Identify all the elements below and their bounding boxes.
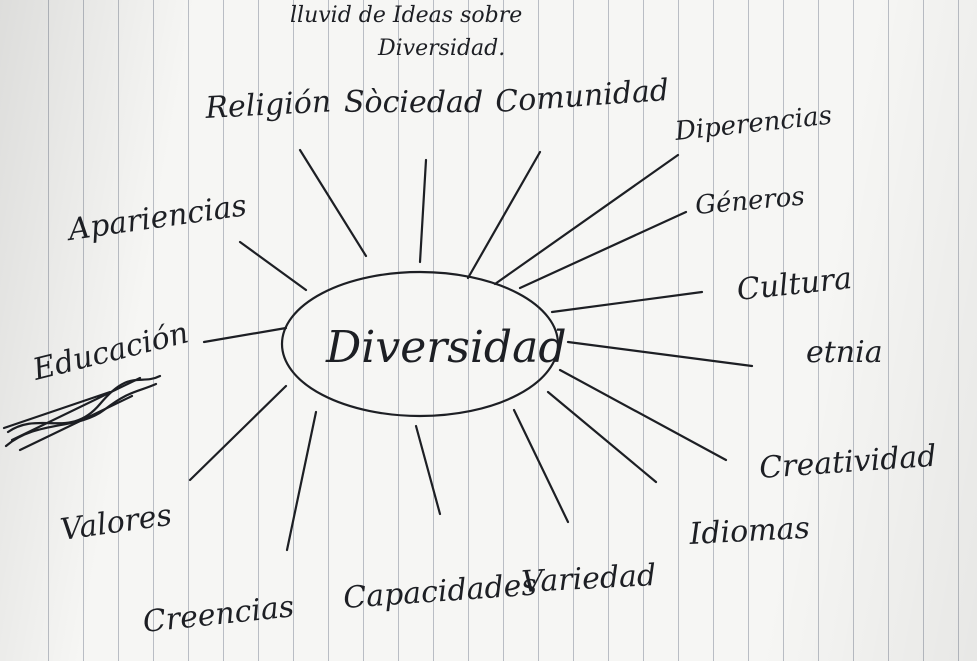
idea-etnia: etnia [806, 335, 883, 370]
idea-creencias: Creencias [141, 589, 296, 640]
rays [188, 148, 754, 552]
idea-generos: Géneros [694, 182, 806, 221]
ray-cultura [550, 290, 704, 314]
idea-idiomas: Idiomas [688, 511, 811, 552]
ray-idiomas [546, 390, 658, 484]
title-line-2: Diversidad. [377, 36, 505, 61]
idea-variedad: Variedad [521, 558, 657, 600]
ray-comunidad [466, 150, 542, 280]
idea-capacidades: Capacidades [342, 568, 538, 616]
scribble-mark [2, 374, 162, 452]
idea-comunidad: Comunidad [494, 73, 670, 120]
idea-apariencia: Apariencias [63, 188, 249, 248]
ray-apariencia [238, 240, 308, 292]
center-oval [280, 270, 560, 418]
ray-religion [298, 148, 368, 258]
idea-sociedad: Sòciedad [344, 85, 483, 120]
idea-educacion: Educación [28, 315, 192, 388]
ray-educacion [202, 326, 288, 344]
ray-valores [188, 384, 288, 482]
idea-diferencias: Diperencias [673, 101, 834, 147]
ray-capacidades [414, 424, 442, 516]
ray-variedad [512, 408, 570, 524]
idea-creatividad: Creatividad [758, 439, 937, 486]
ray-etnia [566, 340, 754, 368]
ray-sociedad [418, 158, 428, 264]
idea-valores: Valores [58, 498, 174, 548]
ray-creatividad [558, 368, 728, 462]
idea-cultura: Cultura [735, 261, 854, 308]
ray-generos [518, 210, 688, 290]
center-word: Diversidad [325, 322, 567, 373]
idea-religion: Religión [204, 84, 332, 126]
ray-creencias [285, 410, 318, 552]
ray-diferencias [493, 153, 680, 286]
title-line-1: lluvid de Ideas sobre [290, 3, 522, 28]
